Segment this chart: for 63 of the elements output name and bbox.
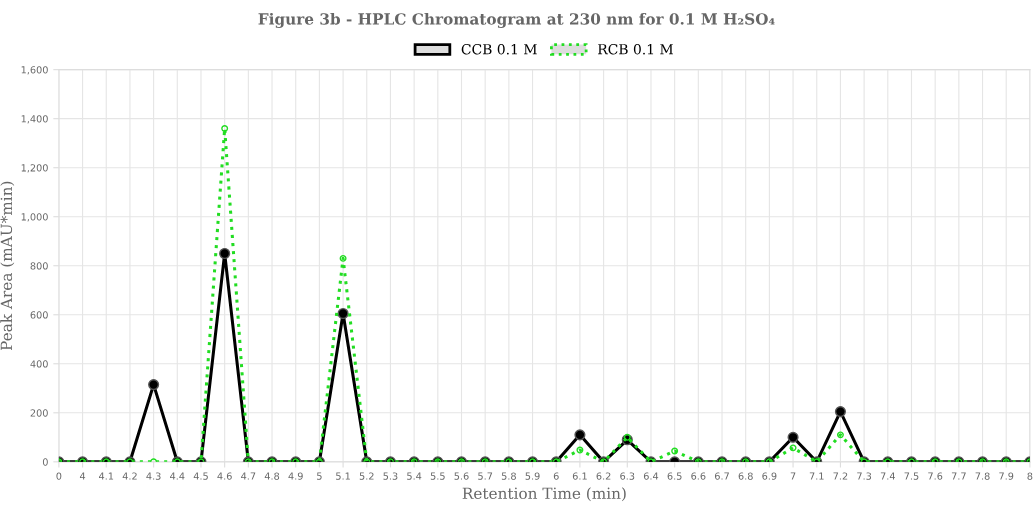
y-tick-label: 1,600 xyxy=(21,66,48,75)
x-tick-label: 5.6 xyxy=(454,472,469,480)
y-tick-label: 200 xyxy=(30,409,48,417)
x-tick-label: 5.5 xyxy=(430,472,445,480)
x-tick-label: 5.9 xyxy=(525,472,540,480)
x-tick-label: 8 xyxy=(1027,472,1033,480)
x-tick-label: 4.4 xyxy=(170,472,185,480)
y-tick-label: 1,400 xyxy=(21,115,48,124)
y-tick-label: 800 xyxy=(30,262,48,270)
x-tick-label: 6.1 xyxy=(572,472,587,480)
x-tick-label: 4 xyxy=(79,472,86,480)
x-tick-label: 5 xyxy=(317,472,322,480)
x-tick-label: 4.1 xyxy=(98,472,114,480)
x-tick-label: 7.1 xyxy=(809,472,824,480)
x-tick-label: 7.7 xyxy=(951,472,966,480)
x-tick-label: 5.2 xyxy=(359,472,374,480)
x-tick-label: 7 xyxy=(790,472,796,480)
point xyxy=(219,247,231,260)
x-tick-label: 5.8 xyxy=(501,472,516,480)
x-tick-label: 6.6 xyxy=(691,472,706,480)
chart-title: Figure 3b - HPLC Chromatogram at 230 nm for 0.1 M H₂SO₄ xyxy=(258,12,775,28)
y-tick-label: 0 xyxy=(42,458,48,466)
point xyxy=(221,125,229,132)
x-tick-label: 5.7 xyxy=(478,472,493,480)
x-tick-label: 4.5 xyxy=(193,472,208,480)
x-tick-label: 7.6 xyxy=(928,472,943,480)
x-tick-label: 0 xyxy=(56,472,62,480)
x-tick-label: 6.2 xyxy=(596,472,611,480)
x-axis-title: Retention Time (min) xyxy=(462,487,626,502)
x-tick-label: 6.9 xyxy=(762,472,777,480)
x-tick-label: 6.8 xyxy=(738,472,753,480)
x-tick-label: 7.8 xyxy=(975,472,990,480)
x-tick-label: 5.4 xyxy=(407,472,422,480)
legend-label: RCB 0.1 M xyxy=(598,43,673,55)
x-tick-label: 6.3 xyxy=(620,472,635,480)
x-tick-label: 7.2 xyxy=(833,472,848,480)
point xyxy=(339,254,347,262)
x-tick-label: 7.9 xyxy=(999,472,1014,480)
y-tick-label: 400 xyxy=(30,360,48,368)
x-tick-label: 4.6 xyxy=(217,472,232,480)
x-tick-label: 4.3 xyxy=(146,472,161,480)
x-tick-label: 4.8 xyxy=(264,472,280,480)
y-tick-label: 600 xyxy=(30,311,48,319)
x-tick-label: 7.5 xyxy=(904,472,919,480)
point xyxy=(337,307,349,320)
point xyxy=(148,379,160,391)
y-axis-title: Peak Area (mAU*min) xyxy=(0,181,15,351)
point xyxy=(787,431,799,443)
x-tick-label: 4.7 xyxy=(241,472,256,480)
x-tick-label: 6.5 xyxy=(667,472,682,480)
x-tick-label: 5.3 xyxy=(383,472,398,480)
x-tick-label: 7.4 xyxy=(880,472,895,480)
x-tick-label: 6 xyxy=(553,472,559,480)
y-tick-label: 1,200 xyxy=(21,164,48,173)
point xyxy=(623,433,631,441)
x-tick-label: 5.1 xyxy=(336,472,350,480)
x-tick-label: 4.2 xyxy=(122,472,137,480)
x-tick-label: 4.9 xyxy=(288,472,303,480)
x-tick-label: 7.3 xyxy=(857,472,872,480)
x-tick-label: 6.7 xyxy=(714,472,729,480)
x-tick-label: 6.4 xyxy=(643,472,659,480)
legend-label: CCB 0.1 M xyxy=(461,43,537,55)
y-tick-label: 1,000 xyxy=(21,213,48,222)
